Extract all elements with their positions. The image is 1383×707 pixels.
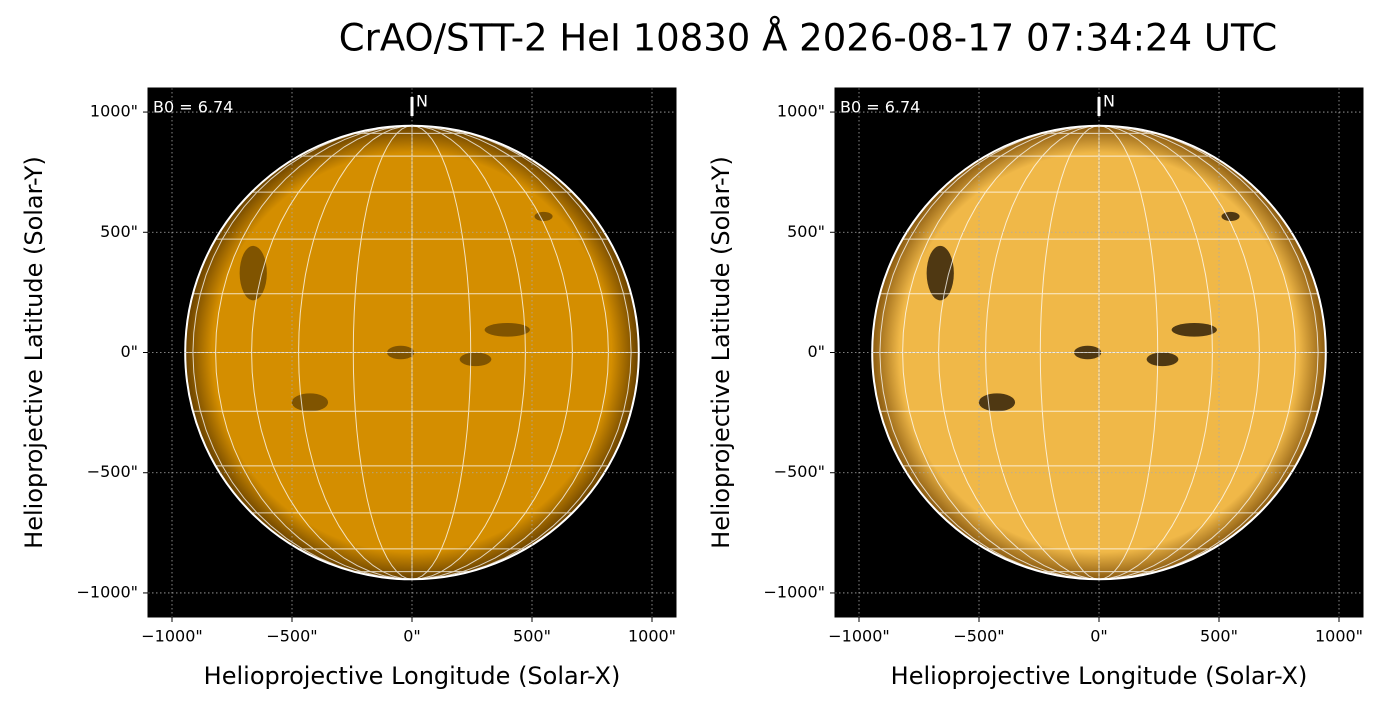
x-tick-label: 500": [513, 627, 551, 646]
filament: [534, 211, 553, 221]
filament: [1171, 323, 1217, 337]
x-tick-label: −500": [266, 627, 317, 646]
y-tick-label: 1000": [90, 102, 138, 121]
north-label: N: [1103, 92, 1115, 111]
x-tick-label: −1000": [141, 627, 202, 646]
x-tick-label: 0": [1090, 627, 1108, 646]
y-tick-label: 1000": [777, 102, 825, 121]
y-tick-label: 0": [807, 342, 825, 361]
longitude-line: [298, 125, 413, 580]
y-tick-label: −500": [774, 462, 825, 481]
y-tick-label: 0": [120, 342, 138, 361]
longitude-line: [938, 125, 1100, 580]
longitude-line: [411, 125, 472, 580]
north-label: N: [416, 92, 428, 111]
longitude-line: [985, 125, 1100, 580]
y-tick-label: 500": [100, 222, 138, 241]
filament: [978, 393, 1016, 412]
x-tick-label: −1000": [828, 627, 889, 646]
y-axis-label: Helioprojective Latitude (Solar-Y): [707, 156, 735, 549]
filament: [291, 393, 329, 412]
plot-frame: [834, 87, 1364, 618]
longitude-line: [411, 125, 632, 580]
y-tick-label: −1000": [77, 582, 138, 601]
figure-title: CrAO/STT-2 HeI 10830 Å 2026-08-17 07:34:…: [339, 16, 1277, 60]
filament: [484, 323, 530, 337]
x-tick-label: 500": [1200, 627, 1238, 646]
x-axis-label: Helioprojective Longitude (Solar-X): [891, 662, 1308, 690]
filament: [1146, 352, 1179, 367]
y-tick-label: 500": [787, 222, 825, 241]
x-tick-label: −500": [953, 627, 1004, 646]
plot: −1000" −500" 0" 500" 1000" −1000" −500" 0" 500" 1…: [20, 87, 677, 690]
b0-annotation: B0 = 6.74: [153, 98, 233, 117]
x-tick-label: 0": [403, 627, 421, 646]
b0-annotation: B0 = 6.74: [840, 98, 920, 117]
longitude-line: [215, 125, 413, 580]
longitude-line: [1098, 125, 1319, 580]
longitude-line: [251, 125, 413, 580]
y-tick-label: −1000": [764, 582, 825, 601]
x-tick-label: 1000": [628, 627, 676, 646]
plot: −1000" −500" 0" 500" 1000" −1000" −500" 0" 500" 1…: [707, 87, 1364, 690]
filament: [239, 245, 267, 301]
y-tick-label: −500": [87, 462, 138, 481]
plot-frame: [147, 87, 677, 618]
filament: [1221, 211, 1240, 221]
longitude-line: [902, 125, 1100, 580]
x-axis-label: Helioprojective Longitude (Solar-X): [204, 662, 621, 690]
filament: [926, 245, 954, 301]
filament: [459, 352, 492, 367]
y-axis-label: Helioprojective Latitude (Solar-Y): [20, 156, 48, 549]
x-tick-label: 1000": [1315, 627, 1363, 646]
longitude-line: [1098, 125, 1159, 580]
